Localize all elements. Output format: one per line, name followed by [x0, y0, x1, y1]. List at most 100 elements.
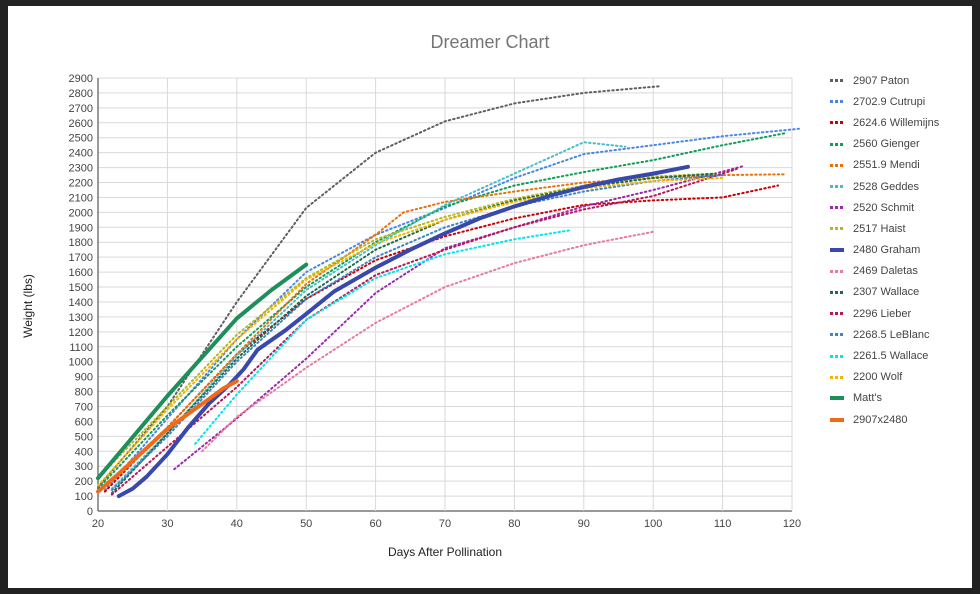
y-tick-label: 800: [75, 387, 93, 399]
legend-swatch: [830, 100, 844, 104]
y-tick-label: 300: [75, 461, 93, 473]
legend-swatch: [830, 248, 844, 253]
legend-swatch: [830, 375, 844, 379]
legend-label: 2624.6 Willemijns: [853, 116, 940, 129]
x-tick-label: 80: [508, 518, 520, 530]
legend-label: 2307 Wallace: [853, 286, 920, 299]
legend-label: 2469 Daletas: [853, 265, 918, 278]
y-tick-label: 0: [87, 506, 93, 518]
series-line-2907x2480: [96, 379, 239, 494]
y-tick-label: 2400: [69, 148, 93, 160]
x-tick-label: 100: [644, 518, 662, 530]
legend: 2907 Paton 2702.9 Cutrupi 2624.6 Willemijn…: [830, 70, 972, 430]
y-tick-label: 600: [75, 416, 93, 428]
y-tick-label: 1300: [69, 312, 93, 324]
x-tick-label: 30: [161, 518, 173, 530]
legend-label: 2907x2480: [853, 413, 908, 426]
x-tick-label: 60: [369, 518, 381, 530]
y-tick-label: 1600: [69, 267, 93, 279]
legend-swatch: [830, 396, 844, 401]
x-tick-label: 70: [439, 518, 451, 530]
y-tick-label: 2800: [69, 88, 93, 100]
legend-swatch: [830, 333, 844, 337]
legend-swatch: [830, 290, 844, 294]
y-tick-label: 2100: [69, 192, 93, 204]
x-tick-label: 110: [714, 518, 732, 530]
legend-label: 2517 Haist: [853, 222, 906, 235]
legend-item: Matt's: [830, 388, 972, 409]
series-line-2551-9-mendi: [97, 173, 787, 493]
legend-label: 2528 Geddes: [853, 180, 920, 193]
series-line-2261-5-wallace: [194, 229, 571, 445]
y-tick-label: 2200: [69, 178, 93, 190]
legend-label: Matt's: [853, 392, 882, 405]
y-tick-label: 2700: [69, 103, 93, 115]
legend-swatch: [830, 185, 844, 189]
y-tick-label: 700: [75, 401, 93, 413]
series-line-2528-geddes: [110, 141, 627, 490]
legend-item: 2560 Gienger: [830, 134, 972, 155]
legend-swatch: [830, 142, 844, 146]
legend-item: 2296 Lieber: [830, 303, 972, 324]
series-line-2268-5-leblanc: [110, 174, 724, 492]
legend-label: 2200 Wolf: [853, 371, 903, 384]
series-line-2296-lieber: [110, 168, 738, 496]
legend-label: 2551.9 Mendi: [853, 159, 920, 172]
y-tick-label: 900: [75, 372, 93, 384]
legend-item: 2551.9 Mendi: [830, 155, 972, 176]
y-tick-label: 2600: [69, 118, 93, 130]
legend-label: 2261.5 Wallace: [853, 350, 929, 363]
chart-title: Dreamer Chart: [430, 32, 550, 52]
legend-item: 2907x2480: [830, 409, 972, 430]
legend-label: 2296 Lieber: [853, 307, 912, 320]
legend-item: 2907 Paton: [830, 70, 972, 91]
legend-item: 2480 Graham: [830, 240, 972, 261]
y-tick-label: 1000: [69, 357, 93, 369]
x-axis-label: Days After Pollination: [387, 545, 503, 559]
y-tick-label: 2900: [69, 73, 93, 85]
plot-area: 0 100 200 300 400 500 600 700 800 900 1000 1100 1200…: [69, 73, 802, 530]
y-tick-label: 1800: [69, 237, 93, 249]
y-tick-label: 1100: [69, 342, 93, 354]
legend-swatch: [830, 269, 844, 273]
series-line-2200-wolf: [97, 177, 724, 487]
legend-swatch: [830, 79, 844, 83]
y-tick-label: 400: [75, 446, 93, 458]
series-line-2480-graham: [116, 164, 690, 499]
y-tick-label: 1200: [69, 327, 93, 339]
legend-item: 2520 Schmit: [830, 197, 972, 218]
legend-item: 2469 Daletas: [830, 261, 972, 282]
series-line-2520-schmit: [173, 165, 745, 471]
y-tick-label: 1700: [69, 252, 93, 264]
y-tick-label: 1500: [69, 282, 93, 294]
x-tick-label: 90: [578, 518, 590, 530]
legend-label: 2907 Paton: [853, 74, 910, 87]
series-line-2469-daletas: [201, 230, 655, 453]
series-line-2307-wallace: [110, 172, 717, 495]
y-tick-label: 1900: [69, 222, 93, 234]
x-tick-label: 50: [300, 518, 312, 530]
legend-swatch: [830, 121, 844, 125]
y-tick-label: 200: [75, 476, 93, 488]
legend-item: 2517 Haist: [830, 218, 972, 239]
y-tick-label: 500: [75, 431, 93, 443]
legend-item: 2624.6 Willemijns: [830, 112, 972, 133]
legend-swatch: [830, 206, 844, 210]
legend-item: 2261.5 Wallace: [830, 345, 972, 366]
legend-label: 2520 Schmit: [853, 201, 915, 214]
legend-swatch: [830, 417, 844, 422]
legend-item: 2268.5 LeBlanc: [830, 324, 972, 345]
x-tick-label: 20: [92, 518, 104, 530]
legend-item: 2702.9 Cutrupi: [830, 91, 972, 112]
x-tick-label: 40: [231, 518, 243, 530]
chart-frame: Dreamer Chart Weight (lbs) Days After Po…: [8, 6, 972, 588]
x-tick-label: 120: [783, 518, 801, 530]
series-line-2560-gienger: [97, 132, 787, 490]
legend-item: 2200 Wolf: [830, 367, 972, 388]
legend-item: 2307 Wallace: [830, 282, 972, 303]
y-tick-label: 100: [75, 491, 93, 503]
legend-label: 2702.9 Cutrupi: [853, 95, 926, 108]
series-line-matt-s: [96, 262, 309, 481]
y-tick-label: 2300: [69, 163, 93, 175]
y-tick-label: 2500: [69, 133, 93, 145]
